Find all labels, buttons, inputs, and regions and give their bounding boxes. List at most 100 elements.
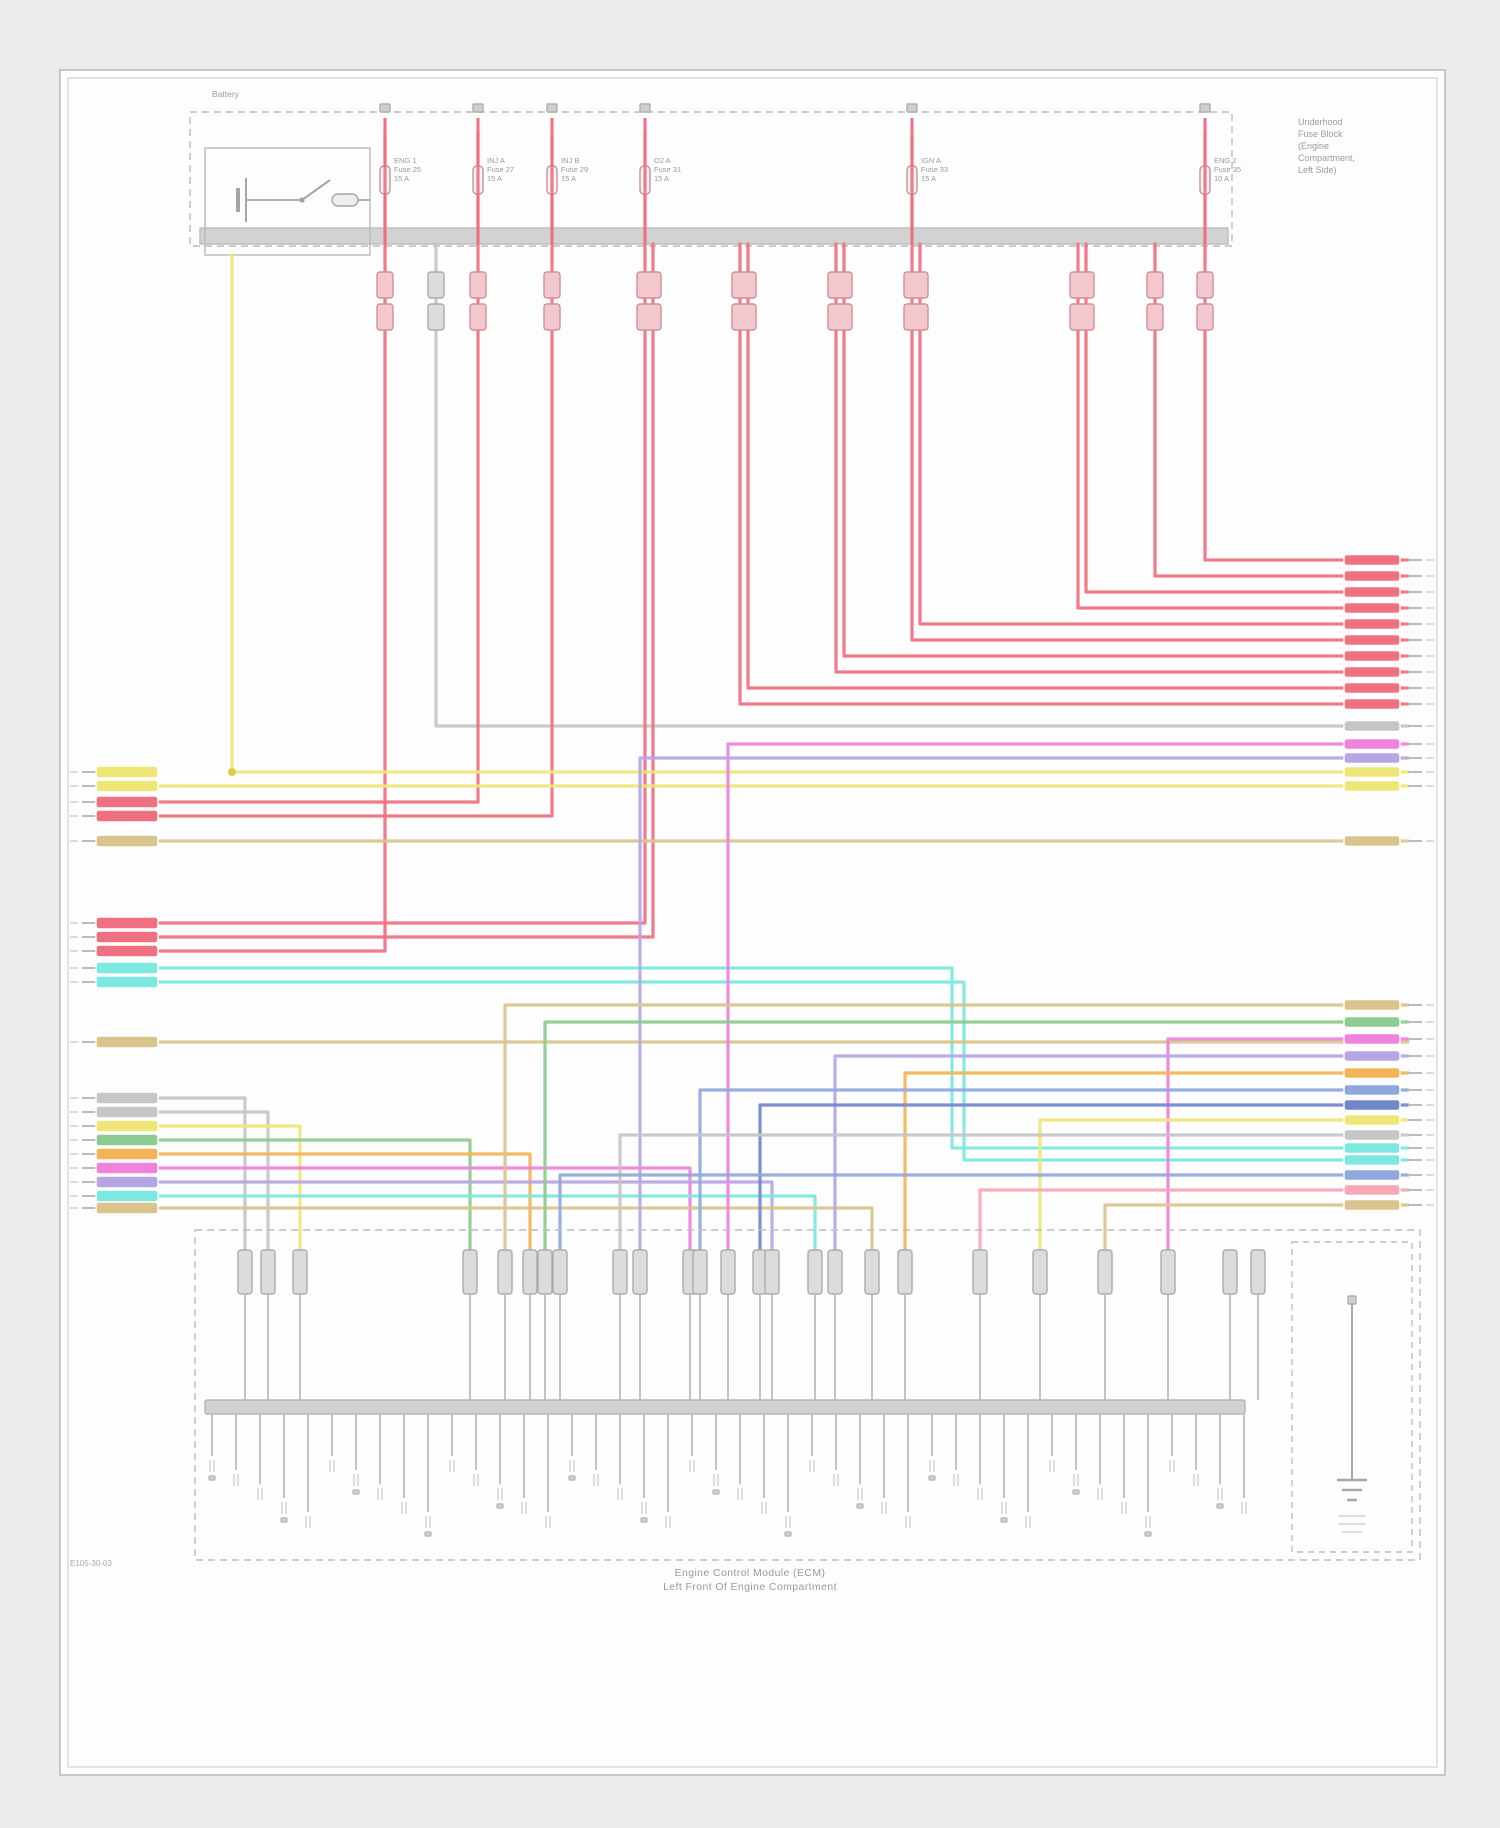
violet-wire bbox=[833, 1054, 1410, 1252]
stub-terminal bbox=[1216, 1503, 1224, 1509]
right-wire-label-pill bbox=[1343, 1049, 1401, 1063]
green-wire bbox=[158, 1138, 472, 1252]
right-wire-label-pill bbox=[1343, 633, 1401, 647]
ecm-connector-block bbox=[462, 1249, 478, 1295]
stub-terminal bbox=[424, 1531, 432, 1537]
ecm-connector-block bbox=[260, 1249, 276, 1295]
tan-wire bbox=[1103, 1203, 1410, 1252]
left-wire-label-pill bbox=[95, 916, 159, 930]
orange-wire bbox=[158, 1152, 532, 1252]
right-wire-label-pill bbox=[1343, 585, 1401, 599]
fuse-label: INJ A Fuse 27 15 A bbox=[487, 156, 514, 183]
stub-terminal bbox=[856, 1503, 864, 1509]
ecm-connector-block bbox=[522, 1249, 538, 1295]
inline-connector-upper bbox=[427, 271, 445, 299]
inline-connector-lower bbox=[1196, 303, 1214, 331]
right-wire-label-pill bbox=[1343, 1141, 1401, 1155]
magenta-wire bbox=[726, 742, 1410, 1252]
stub-terminal bbox=[208, 1475, 216, 1481]
fuse-label: O2 A Fuse 31 15 A bbox=[654, 156, 681, 183]
stub-terminal bbox=[640, 1517, 648, 1523]
right-wire-label-pill bbox=[1343, 617, 1401, 631]
right-wire-label-pill bbox=[1343, 553, 1401, 567]
fuse-block-entry-pin bbox=[1199, 103, 1211, 113]
blue-wire bbox=[558, 1173, 1410, 1252]
right-wire-label-pill bbox=[1343, 834, 1401, 848]
ecm-caption-line2: Left Front Of Engine Compartment bbox=[663, 1581, 837, 1593]
right-wire-label-pill bbox=[1343, 601, 1401, 615]
switch-blade bbox=[301, 179, 331, 201]
ecm-connector-block bbox=[1032, 1249, 1048, 1295]
red-wire bbox=[158, 130, 387, 953]
right-wire-label-pill bbox=[1343, 1198, 1401, 1212]
fuse-label: ENG 2 Fuse 35 10 A bbox=[1214, 156, 1241, 183]
stub-terminal bbox=[280, 1517, 288, 1523]
cyan-wire bbox=[158, 980, 1410, 1162]
ecm-connector-block bbox=[897, 1249, 913, 1295]
gray-wire bbox=[158, 1110, 270, 1252]
fuse-block-entry-pin bbox=[639, 103, 651, 113]
right-wire-label-pill bbox=[1343, 779, 1401, 793]
red-wire bbox=[834, 242, 1410, 674]
inline-connector-lower bbox=[427, 303, 445, 331]
inline-connector-lower bbox=[1146, 303, 1164, 331]
ecm-connector-block bbox=[612, 1249, 628, 1295]
right-wire-label-pill bbox=[1343, 1066, 1401, 1080]
right-wire-label-pill bbox=[1343, 681, 1401, 695]
tan-wire bbox=[158, 1206, 874, 1252]
battery-label: Battery bbox=[212, 89, 239, 99]
underhood-fuse-block-box bbox=[189, 111, 1233, 247]
red-wire bbox=[910, 130, 1410, 642]
red-wire bbox=[746, 242, 1410, 690]
navy-wire bbox=[758, 1103, 1410, 1252]
left-wire-label-pill bbox=[95, 834, 159, 848]
green-wire bbox=[543, 1020, 1410, 1252]
ecm-connector-block bbox=[807, 1249, 823, 1295]
red-wire bbox=[918, 242, 1410, 626]
inline-connector-lower bbox=[543, 303, 561, 331]
tan-wire bbox=[503, 1003, 1410, 1252]
stub-terminal bbox=[1144, 1531, 1152, 1537]
yellow-wire bbox=[1038, 1118, 1410, 1252]
left-wire-label-pill bbox=[95, 779, 159, 793]
inline-connector-lower bbox=[376, 303, 394, 331]
ecm-connector-block bbox=[632, 1249, 648, 1295]
ecm-connector-block bbox=[764, 1249, 780, 1295]
stub-terminal bbox=[784, 1531, 792, 1537]
inline-connector-upper bbox=[543, 271, 561, 299]
left-wire-label-pill bbox=[95, 1091, 159, 1105]
red-wire bbox=[738, 242, 1410, 706]
red-wire bbox=[1084, 242, 1410, 594]
red-wire bbox=[1076, 242, 1410, 610]
right-wire-label-pill bbox=[1343, 1098, 1401, 1112]
blue-wire bbox=[698, 1088, 1410, 1252]
inline-connector-upper bbox=[827, 271, 853, 299]
inline-connector-lower bbox=[731, 303, 757, 331]
left-wire-label-pill bbox=[95, 1175, 159, 1189]
inline-connector-upper bbox=[1196, 271, 1214, 299]
page-code: E105-30-03 bbox=[70, 1559, 112, 1568]
right-wire-label-pill bbox=[1343, 737, 1401, 751]
left-wire-label-pill bbox=[95, 930, 159, 944]
left-wire-label-pill bbox=[95, 795, 159, 809]
magenta-wire bbox=[158, 1166, 692, 1252]
gray-wire bbox=[434, 242, 1410, 728]
orange-wire bbox=[903, 1071, 1410, 1252]
ecm-connector-block bbox=[237, 1249, 253, 1295]
red-wire bbox=[158, 242, 655, 939]
inline-connector-lower bbox=[636, 303, 662, 331]
ecm-connector-block bbox=[497, 1249, 513, 1295]
splice-junction-dot bbox=[228, 768, 236, 776]
left-wire-label-pill bbox=[95, 1201, 159, 1215]
left-wire-label-pill bbox=[95, 1161, 159, 1175]
fuse-block-entry-pin bbox=[906, 103, 918, 113]
stub-terminal bbox=[928, 1475, 936, 1481]
inline-connector-lower bbox=[469, 303, 487, 331]
red-wire bbox=[842, 242, 1410, 658]
ecm-connector-block bbox=[864, 1249, 880, 1295]
inline-connector-upper bbox=[903, 271, 929, 299]
right-wire-label-pill bbox=[1343, 1183, 1401, 1197]
left-wire-label-pill bbox=[95, 1119, 159, 1133]
